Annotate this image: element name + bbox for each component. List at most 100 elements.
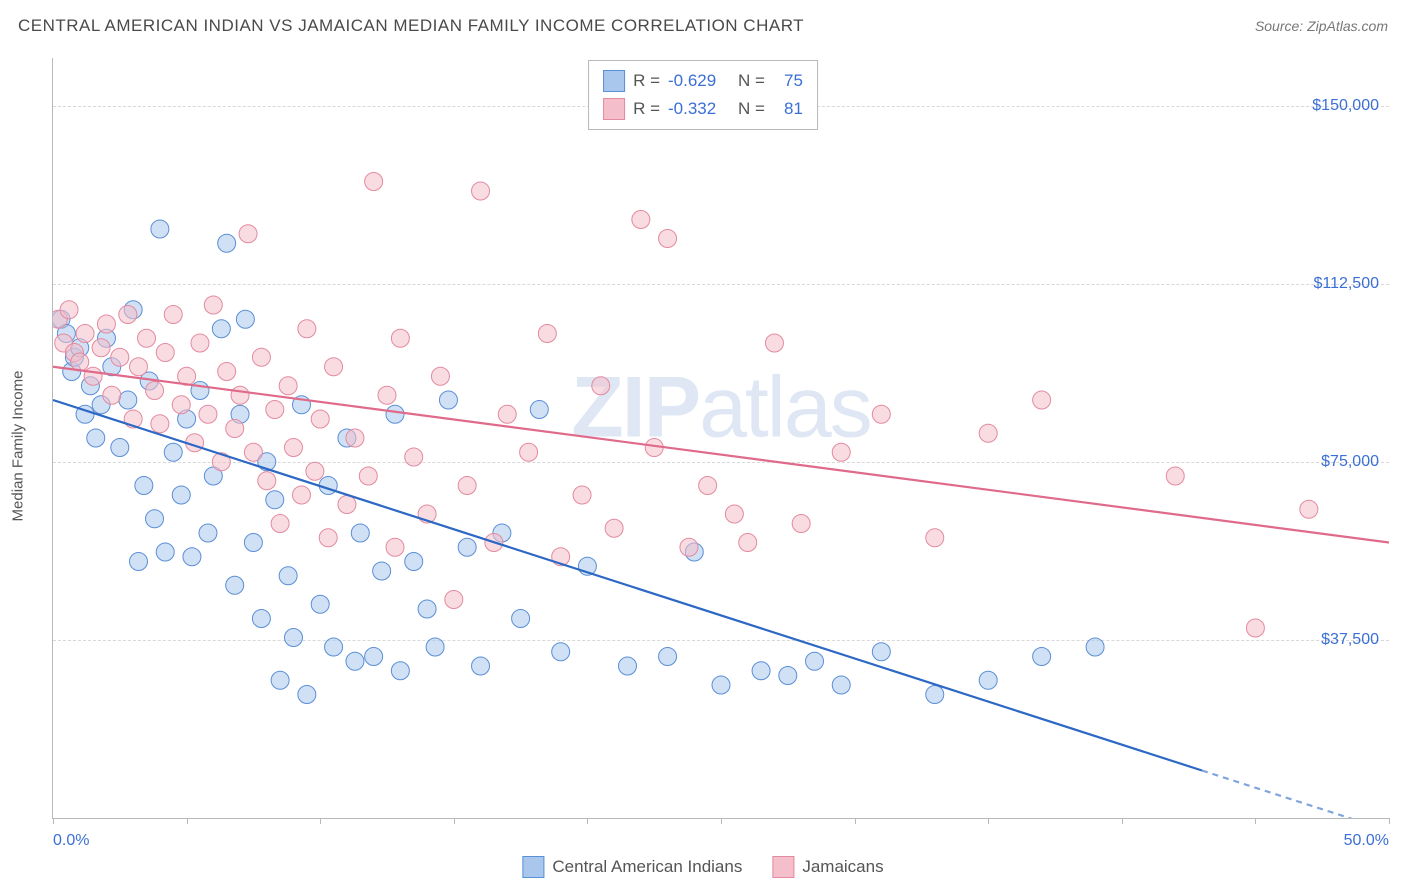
data-point xyxy=(71,353,89,371)
data-point xyxy=(512,610,530,628)
data-point xyxy=(779,667,797,685)
n-value: 81 xyxy=(773,95,803,123)
data-point xyxy=(258,472,276,490)
data-point xyxy=(146,510,164,528)
data-point xyxy=(138,329,156,347)
x-tick xyxy=(1122,818,1123,824)
data-point xyxy=(979,671,997,689)
data-point xyxy=(298,686,316,704)
plot-svg xyxy=(53,58,1389,818)
legend-swatch xyxy=(772,856,794,878)
data-point xyxy=(292,486,310,504)
data-point xyxy=(119,391,137,409)
data-point xyxy=(164,306,182,324)
data-point xyxy=(346,652,364,670)
series-legend: Central American IndiansJamaicans xyxy=(522,856,883,878)
title-bar: CENTRAL AMERICAN INDIAN VS JAMAICAN MEDI… xyxy=(18,16,1388,36)
data-point xyxy=(472,182,490,200)
data-point xyxy=(418,600,436,618)
data-point xyxy=(338,496,356,514)
data-point xyxy=(592,377,610,395)
data-point xyxy=(252,348,270,366)
data-point xyxy=(252,610,270,628)
legend-swatch xyxy=(603,70,625,92)
x-tick xyxy=(187,818,188,824)
data-point xyxy=(311,595,329,613)
data-point xyxy=(426,638,444,656)
data-point xyxy=(439,391,457,409)
data-point xyxy=(279,567,297,585)
x-tick xyxy=(988,818,989,824)
data-point xyxy=(156,344,174,362)
n-label: N = xyxy=(738,95,765,123)
data-point xyxy=(445,591,463,609)
data-point xyxy=(76,325,94,343)
data-point xyxy=(431,367,449,385)
data-point xyxy=(752,662,770,680)
plot-area: ZIPatlas $37,500$75,000$112,500$150,0000… xyxy=(52,58,1389,819)
data-point xyxy=(659,648,677,666)
data-point xyxy=(244,443,262,461)
data-point xyxy=(1086,638,1104,656)
trend-line-extrapolated xyxy=(1202,771,1389,819)
data-point xyxy=(1246,619,1264,637)
x-tick xyxy=(587,818,588,824)
data-point xyxy=(271,671,289,689)
data-point xyxy=(618,657,636,675)
data-point xyxy=(351,524,369,542)
data-point xyxy=(183,548,201,566)
legend-label: Central American Indians xyxy=(552,857,742,877)
data-point xyxy=(872,643,890,661)
x-tick xyxy=(53,818,54,824)
data-point xyxy=(266,401,284,419)
r-value: -0.332 xyxy=(668,95,730,123)
x-tick xyxy=(855,818,856,824)
data-point xyxy=(659,230,677,248)
data-point xyxy=(244,534,262,552)
data-point xyxy=(1166,467,1184,485)
data-point xyxy=(226,576,244,594)
data-point xyxy=(1033,391,1051,409)
x-tick xyxy=(454,818,455,824)
data-point xyxy=(373,562,391,580)
data-point xyxy=(271,515,289,533)
data-point xyxy=(1033,648,1051,666)
data-point xyxy=(538,325,556,343)
data-point xyxy=(346,429,364,447)
data-point xyxy=(119,306,137,324)
data-point xyxy=(872,405,890,423)
data-point xyxy=(832,676,850,694)
data-point xyxy=(325,358,343,376)
data-point xyxy=(84,367,102,385)
data-point xyxy=(325,638,343,656)
data-point xyxy=(239,225,257,243)
data-point xyxy=(391,662,409,680)
data-point xyxy=(319,529,337,547)
data-point xyxy=(405,448,423,466)
legend-swatch xyxy=(603,98,625,120)
data-point xyxy=(151,220,169,238)
r-label: R = xyxy=(633,95,660,123)
data-point xyxy=(365,173,383,191)
data-point xyxy=(218,363,236,381)
data-point xyxy=(386,405,404,423)
chart-container: CENTRAL AMERICAN INDIAN VS JAMAICAN MEDI… xyxy=(0,0,1406,892)
data-point xyxy=(236,310,254,328)
data-point xyxy=(365,648,383,666)
source-label: Source: ZipAtlas.com xyxy=(1255,18,1388,34)
data-point xyxy=(458,477,476,495)
data-point xyxy=(279,377,297,395)
data-point xyxy=(164,443,182,461)
data-point xyxy=(172,486,190,504)
data-point xyxy=(926,686,944,704)
data-point xyxy=(284,439,302,457)
data-point xyxy=(712,676,730,694)
data-point xyxy=(792,515,810,533)
x-tick xyxy=(1255,818,1256,824)
data-point xyxy=(284,629,302,647)
data-point xyxy=(458,538,476,556)
data-point xyxy=(605,519,623,537)
x-tick xyxy=(721,818,722,824)
data-point xyxy=(530,401,548,419)
data-point xyxy=(405,553,423,571)
